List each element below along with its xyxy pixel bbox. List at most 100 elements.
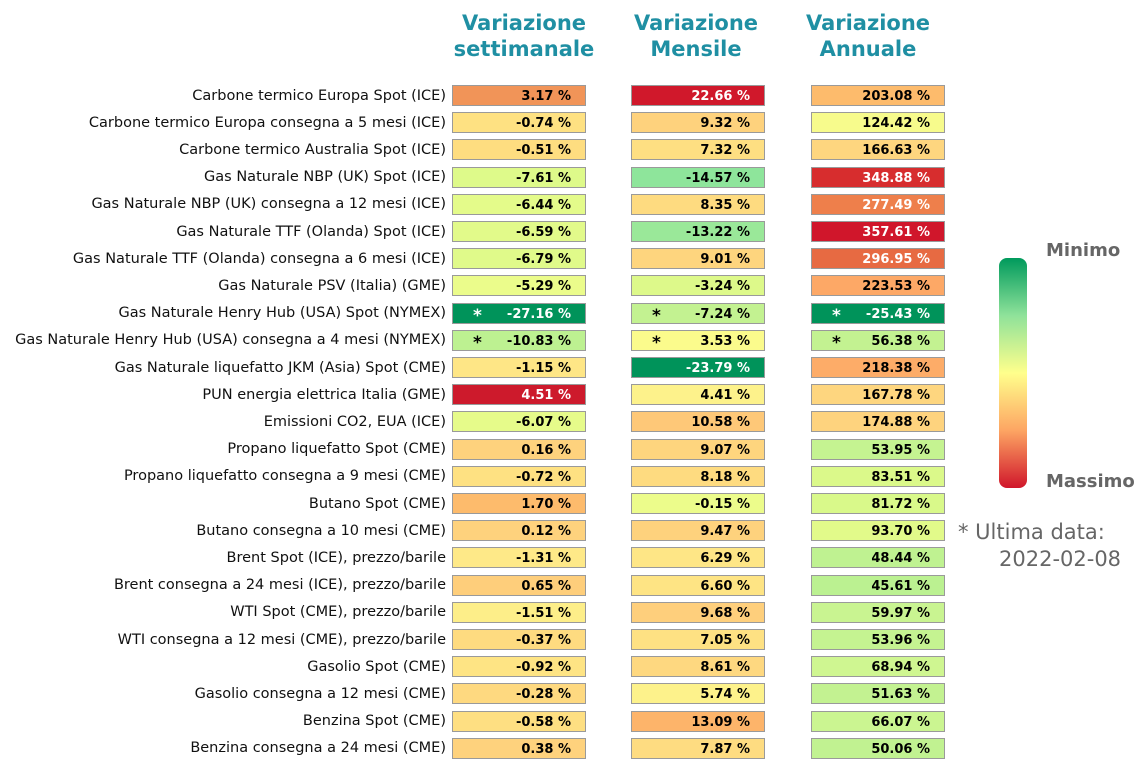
cell-monthly: 5.74 %	[631, 683, 765, 705]
row-label: Benzina Spot (CME)	[302, 713, 446, 730]
cell-weekly: -1.51 %	[452, 601, 586, 623]
cell-value: 9.01 %	[700, 252, 750, 268]
column-header-monthly: Variazione Mensile	[611, 10, 781, 62]
cell-monthly: 6.60 %	[631, 574, 765, 596]
cell-value: -0.58 %	[515, 714, 571, 730]
cell-value: 7.87 %	[700, 741, 750, 757]
cell-value: 51.63 %	[871, 687, 930, 703]
cell-weekly: -6.59 %	[452, 221, 586, 242]
cell-value: 0.38 %	[521, 741, 571, 757]
column-header-monthly-line2: Mensile	[650, 37, 742, 61]
cell-annual: 51.63 %	[811, 683, 945, 705]
cell-monthly: 9.32 %	[631, 112, 765, 134]
cell-weekly: -6.07 %	[452, 411, 586, 433]
cell-value: -0.72 %	[515, 469, 571, 485]
cell-annual: 166.63 %	[811, 139, 945, 161]
cell-value: -0.51 %	[515, 143, 571, 159]
cell-value: -13.22 %	[685, 225, 750, 240]
cell-weekly: -5.29 %	[452, 275, 586, 297]
cell-value: -5.29 %	[515, 279, 571, 295]
cell-value: 0.65 %	[521, 578, 571, 594]
cell-weekly: 4.51 %	[452, 384, 586, 406]
cell-annual: 203.08 %	[811, 85, 945, 106]
cell-value: -27.16 %	[506, 306, 571, 322]
cell-monthly: -7.24 % *	[631, 302, 765, 326]
cell-monthly: 9.47 %	[631, 520, 765, 542]
cell-annual: 45.61 %	[811, 574, 945, 596]
cell-annual: 124.42 %	[811, 112, 945, 134]
cell-weekly: -0.28 %	[452, 683, 586, 705]
cell-weekly: -0.58 %	[452, 710, 586, 732]
cell-monthly: -13.22 %	[631, 221, 765, 242]
cell-monthly: -0.15 %	[631, 493, 765, 514]
cell-monthly: 7.32 %	[631, 139, 765, 161]
cell-value: 22.66 %	[691, 89, 750, 104]
cell-value: 48.44 %	[871, 551, 930, 567]
last-date-star-marker: *	[652, 332, 661, 353]
cell-monthly: 6.29 %	[631, 547, 765, 569]
cell-value: 3.53 %	[700, 333, 750, 349]
colorscale-legend-bar	[999, 258, 1027, 488]
cell-weekly: -0.51 %	[452, 139, 586, 161]
cell-annual: 81.72 %	[811, 493, 945, 514]
cell-value: -25.43 %	[865, 306, 930, 322]
row-label: Brent consegna a 24 mesi (ICE), prezzo/b…	[113, 577, 446, 594]
cell-value: 348.88 %	[862, 170, 930, 186]
cell-monthly: 9.01 %	[631, 248, 765, 270]
row-label: Propano liquefatto Spot (CME)	[227, 441, 446, 458]
cell-weekly: 0.12 %	[452, 520, 586, 542]
cell-weekly: -10.83 % *	[452, 329, 586, 353]
cell-value: -14.57 %	[685, 170, 750, 186]
cell-value: 4.51 %	[521, 388, 571, 404]
cell-value: 68.94 %	[871, 660, 930, 676]
cell-value: -23.79 %	[685, 361, 750, 376]
cell-value: 0.12 %	[521, 524, 571, 540]
cell-annual: 48.44 %	[811, 547, 945, 569]
cell-annual: 68.94 %	[811, 656, 945, 678]
cell-value: 9.32 %	[700, 116, 750, 132]
cell-value: 3.17 %	[521, 89, 571, 104]
cell-weekly: -1.31 %	[452, 547, 586, 569]
cell-annual: 167.78 %	[811, 384, 945, 406]
cell-monthly: 7.05 %	[631, 629, 765, 650]
cell-value: 83.51 %	[871, 469, 930, 485]
column-header-weekly: Variazione settimanale	[439, 10, 609, 62]
cell-value: 81.72 %	[871, 497, 930, 512]
cell-annual: 223.53 %	[811, 275, 945, 297]
cell-annual: 348.88 %	[811, 166, 945, 188]
cell-value: 218.38 %	[862, 361, 930, 376]
cell-value: 277.49 %	[862, 197, 930, 213]
cell-monthly: 9.68 %	[631, 601, 765, 623]
cell-value: 124.42 %	[862, 116, 930, 132]
legend-max-label: Massimo	[1046, 471, 1135, 492]
cell-weekly: -1.15 %	[452, 357, 586, 378]
cell-value: -10.83 %	[506, 333, 571, 349]
last-date-star-marker: *	[832, 332, 841, 353]
cell-value: 0.16 %	[521, 442, 571, 458]
cell-value: 166.63 %	[862, 143, 930, 159]
row-label: PUN energia elettrica Italia (GME)	[202, 386, 446, 403]
cell-value: 10.58 %	[691, 415, 750, 431]
cell-value: 13.09 %	[691, 714, 750, 730]
cell-value: 8.35 %	[700, 197, 750, 213]
cell-annual: 50.06 %	[811, 737, 945, 759]
cell-annual: -25.43 % *	[811, 302, 945, 326]
cell-monthly: -23.79 %	[631, 357, 765, 378]
cell-weekly: 0.38 %	[452, 737, 586, 759]
cell-value: 167.78 %	[862, 388, 930, 404]
footnote-last-date-value: 2022-02-08	[999, 547, 1122, 571]
cell-annual: 93.70 %	[811, 520, 945, 542]
row-label: Carbone termico Europa consegna a 5 mesi…	[88, 114, 446, 131]
cell-weekly: 3.17 %	[452, 85, 586, 106]
cell-value: -3.24 %	[694, 279, 750, 295]
cell-weekly: -0.92 %	[452, 656, 586, 678]
cell-annual: 56.38 % *	[811, 329, 945, 353]
cell-value: 6.60 %	[700, 578, 750, 594]
cell-weekly: -6.44 %	[452, 193, 586, 215]
cell-value: -7.61 %	[515, 170, 571, 186]
cell-value: -1.51 %	[515, 605, 571, 621]
row-label: Gas Naturale NBP (UK) consegna a 12 mesi…	[91, 196, 446, 213]
row-label: Gas Naturale Henry Hub (USA) consegna a …	[15, 332, 446, 349]
row-label: Gas Naturale TTF (Olanda) Spot (ICE)	[176, 223, 446, 240]
row-label: Gas Naturale PSV (Italia) (GME)	[218, 277, 446, 294]
